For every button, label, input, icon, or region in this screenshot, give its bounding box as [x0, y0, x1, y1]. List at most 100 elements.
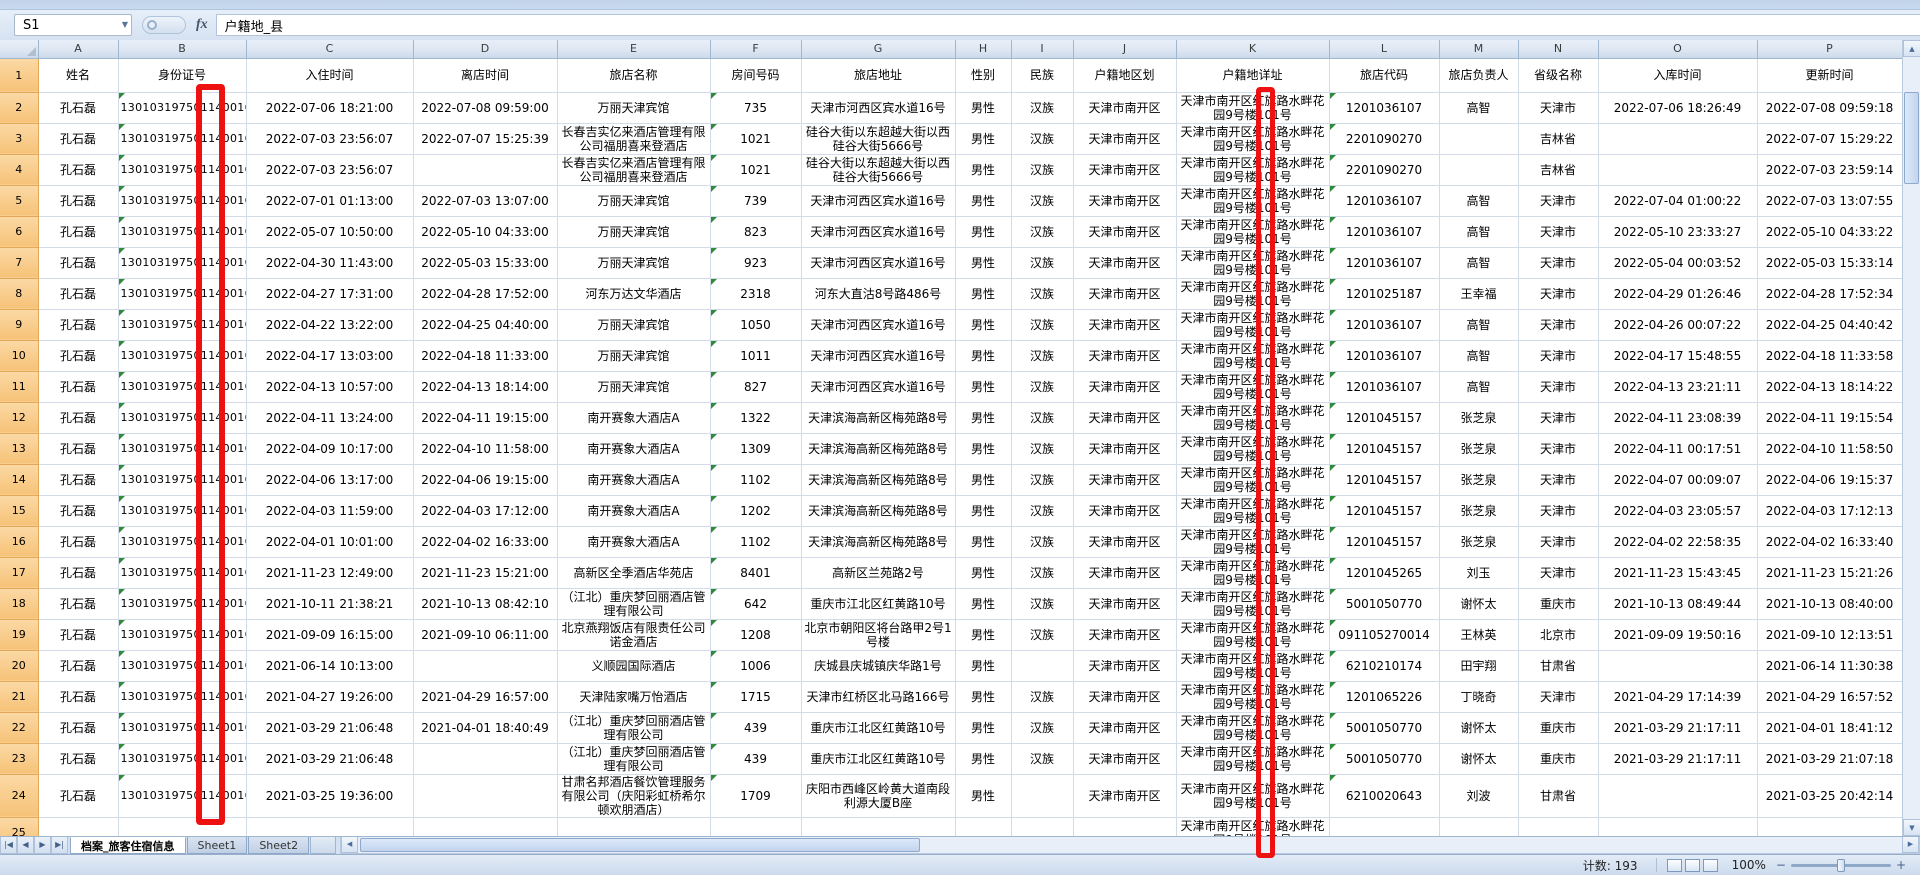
cell-updated-time[interactable]: 2021-03-29 21:07:18: [1757, 743, 1902, 775]
cell-updated-time[interactable]: 2022-05-03 15:33:14: [1757, 247, 1902, 279]
cell-ethnicity[interactable]: 汉族: [1011, 247, 1074, 279]
cell-stored-time[interactable]: [1598, 154, 1758, 186]
field-header-cell[interactable]: 性别: [955, 58, 1012, 93]
cell-id-number[interactable]: 130103197501140016: [118, 526, 247, 558]
cell-manager[interactable]: 丁晓奇: [1439, 681, 1519, 713]
cell-room[interactable]: 1102: [710, 526, 802, 558]
cell-gender[interactable]: 男性: [955, 495, 1012, 527]
prev-sheet-icon[interactable]: ◀: [17, 837, 34, 854]
cell-region[interactable]: 天津市南开区: [1073, 123, 1177, 155]
cell-id-number[interactable]: 130103197501140016: [118, 371, 247, 403]
cell-stored-time[interactable]: 2022-04-03 23:05:57: [1598, 495, 1758, 527]
page-break-view-icon[interactable]: [1702, 858, 1718, 872]
cell-hotel-name[interactable]: 万丽天津宾馆: [557, 371, 711, 403]
cell-home-address[interactable]: 天津市南开区红旗路水畔花园9号楼101号: [1176, 216, 1330, 248]
cell-home-address[interactable]: 天津市南开区红旗路水畔花园9号楼101号: [1176, 774, 1330, 818]
column-header-J[interactable]: J: [1073, 40, 1177, 59]
cell-hotel-name[interactable]: [557, 817, 711, 836]
cell-checkout[interactable]: 2022-04-11 19:15:00: [413, 402, 558, 434]
row-header[interactable]: 12: [0, 401, 39, 434]
cell-region[interactable]: 天津市南开区: [1073, 743, 1177, 775]
cell-room[interactable]: 1021: [710, 154, 802, 186]
cell-checkin[interactable]: 2021-03-25 19:36:00: [246, 774, 414, 818]
cell-hotel-address[interactable]: 天津滨海高新区梅苑路8号: [801, 433, 956, 465]
cell-checkin[interactable]: 2022-04-13 10:57:00: [246, 371, 414, 403]
page-layout-view-icon[interactable]: [1684, 858, 1700, 872]
cell-updated-time[interactable]: 2022-04-18 11:33:58: [1757, 340, 1902, 372]
cell-checkin[interactable]: 2022-04-17 13:03:00: [246, 340, 414, 372]
cell-updated-time[interactable]: 2022-04-02 16:33:40: [1757, 526, 1902, 558]
sheet-tab-3[interactable]: Sheet2: [248, 837, 310, 854]
cell-checkin[interactable]: 2022-04-06 13:17:00: [246, 464, 414, 496]
cell-stored-time[interactable]: 2021-09-09 19:50:16: [1598, 619, 1758, 651]
field-header-cell[interactable]: 入住时间: [246, 58, 414, 93]
cell-hotel-address[interactable]: 天津市河西区宾水道16号: [801, 92, 956, 124]
row-header[interactable]: 10: [0, 339, 39, 372]
cell-region[interactable]: 天津市南开区: [1073, 309, 1177, 341]
cell-name[interactable]: 孔石磊: [38, 557, 119, 589]
field-header-cell[interactable]: 省级名称: [1518, 58, 1599, 93]
cell-hotel-address[interactable]: 天津滨海高新区梅苑路8号: [801, 402, 956, 434]
row-header[interactable]: 25: [0, 816, 39, 836]
cell-checkin[interactable]: 2021-04-27 19:26:00: [246, 681, 414, 713]
cell-room[interactable]: 735: [710, 92, 802, 124]
cell-ethnicity[interactable]: [1011, 774, 1074, 818]
cell-room[interactable]: [710, 817, 802, 836]
column-header-K[interactable]: K: [1176, 40, 1330, 59]
cell-stored-time[interactable]: 2022-05-10 23:33:27: [1598, 216, 1758, 248]
cell-province[interactable]: 天津市: [1518, 402, 1599, 434]
cell-name[interactable]: [38, 817, 119, 836]
scroll-down-icon[interactable]: ▼: [1903, 819, 1920, 836]
cell-updated-time[interactable]: 2022-04-25 04:40:42: [1757, 309, 1902, 341]
cell-region[interactable]: 天津市南开区: [1073, 495, 1177, 527]
cell-room[interactable]: 1202: [710, 495, 802, 527]
cell-stored-time[interactable]: 2022-04-11 00:17:51: [1598, 433, 1758, 465]
cell-hotel-address[interactable]: 重庆市江北区红黄路10号: [801, 743, 956, 775]
cell-updated-time[interactable]: 2021-06-14 11:30:38: [1757, 650, 1902, 682]
cell-gender[interactable]: 男性: [955, 216, 1012, 248]
cell-hotel-name[interactable]: 南开赛象大酒店A: [557, 495, 711, 527]
cell-region[interactable]: 天津市南开区: [1073, 185, 1177, 217]
cell-region[interactable]: 天津市南开区: [1073, 433, 1177, 465]
cell-id-number[interactable]: 130103197501140016: [118, 743, 247, 775]
cell-hotel-address[interactable]: 硅谷大街以东超越大街以西硅谷大街5666号: [801, 154, 956, 186]
cell-hotel-code[interactable]: [1329, 817, 1440, 836]
cell-checkout[interactable]: 2022-07-07 15:25:39: [413, 123, 558, 155]
cell-province[interactable]: 甘肃省: [1518, 650, 1599, 682]
cell-hotel-name[interactable]: 南开赛象大酒店A: [557, 402, 711, 434]
cell-room[interactable]: 923: [710, 247, 802, 279]
cell-id-number[interactable]: 130103197501140016: [118, 154, 247, 186]
last-sheet-icon[interactable]: ▶|: [51, 837, 68, 854]
cell-ethnicity[interactable]: 汉族: [1011, 681, 1074, 713]
cell-gender[interactable]: 男性: [955, 340, 1012, 372]
cell-province[interactable]: 吉林省: [1518, 154, 1599, 186]
cell-checkout[interactable]: 2022-04-10 11:58:00: [413, 433, 558, 465]
cell-home-address[interactable]: 天津市南开区红旗路水畔花园9号楼101号: [1176, 464, 1330, 496]
cell-hotel-address[interactable]: 天津市河西区宾水道16号: [801, 340, 956, 372]
cell-stored-time[interactable]: 2022-04-13 23:21:11: [1598, 371, 1758, 403]
cell-province[interactable]: 天津市: [1518, 464, 1599, 496]
cell-updated-time[interactable]: [1757, 817, 1902, 836]
column-header-M[interactable]: M: [1439, 40, 1519, 59]
cell-province[interactable]: 天津市: [1518, 495, 1599, 527]
cell-province[interactable]: 天津市: [1518, 309, 1599, 341]
cell-name[interactable]: 孔石磊: [38, 402, 119, 434]
cell-hotel-name[interactable]: 北京燕翔饭店有限责任公司诺金酒店: [557, 619, 711, 651]
cell-province[interactable]: 天津市: [1518, 92, 1599, 124]
column-header-O[interactable]: O: [1598, 40, 1758, 59]
cell-id-number[interactable]: 130103197501140016: [118, 309, 247, 341]
cell-home-address[interactable]: 天津市南开区红旗路水畔花园9号楼101号: [1176, 495, 1330, 527]
cell-hotel-address[interactable]: 天津滨海高新区梅苑路8号: [801, 495, 956, 527]
cell-checkin[interactable]: [246, 817, 414, 836]
cell-name[interactable]: 孔石磊: [38, 123, 119, 155]
cell-room[interactable]: 823: [710, 216, 802, 248]
cell-home-address[interactable]: 天津市南开区红旗路水畔花园9号楼101号: [1176, 92, 1330, 124]
cell-hotel-code[interactable]: 6210210174: [1329, 650, 1440, 682]
column-header-L[interactable]: L: [1329, 40, 1440, 59]
cell-stored-time[interactable]: 2021-10-13 08:49:44: [1598, 588, 1758, 620]
cell-hotel-address[interactable]: 天津滨海高新区梅苑路8号: [801, 464, 956, 496]
cell-hotel-code[interactable]: 2201090270: [1329, 154, 1440, 186]
cell-checkin[interactable]: 2021-03-29 21:06:48: [246, 743, 414, 775]
row-header[interactable]: 18: [0, 587, 39, 620]
cell-stored-time[interactable]: 2022-04-17 15:48:55: [1598, 340, 1758, 372]
